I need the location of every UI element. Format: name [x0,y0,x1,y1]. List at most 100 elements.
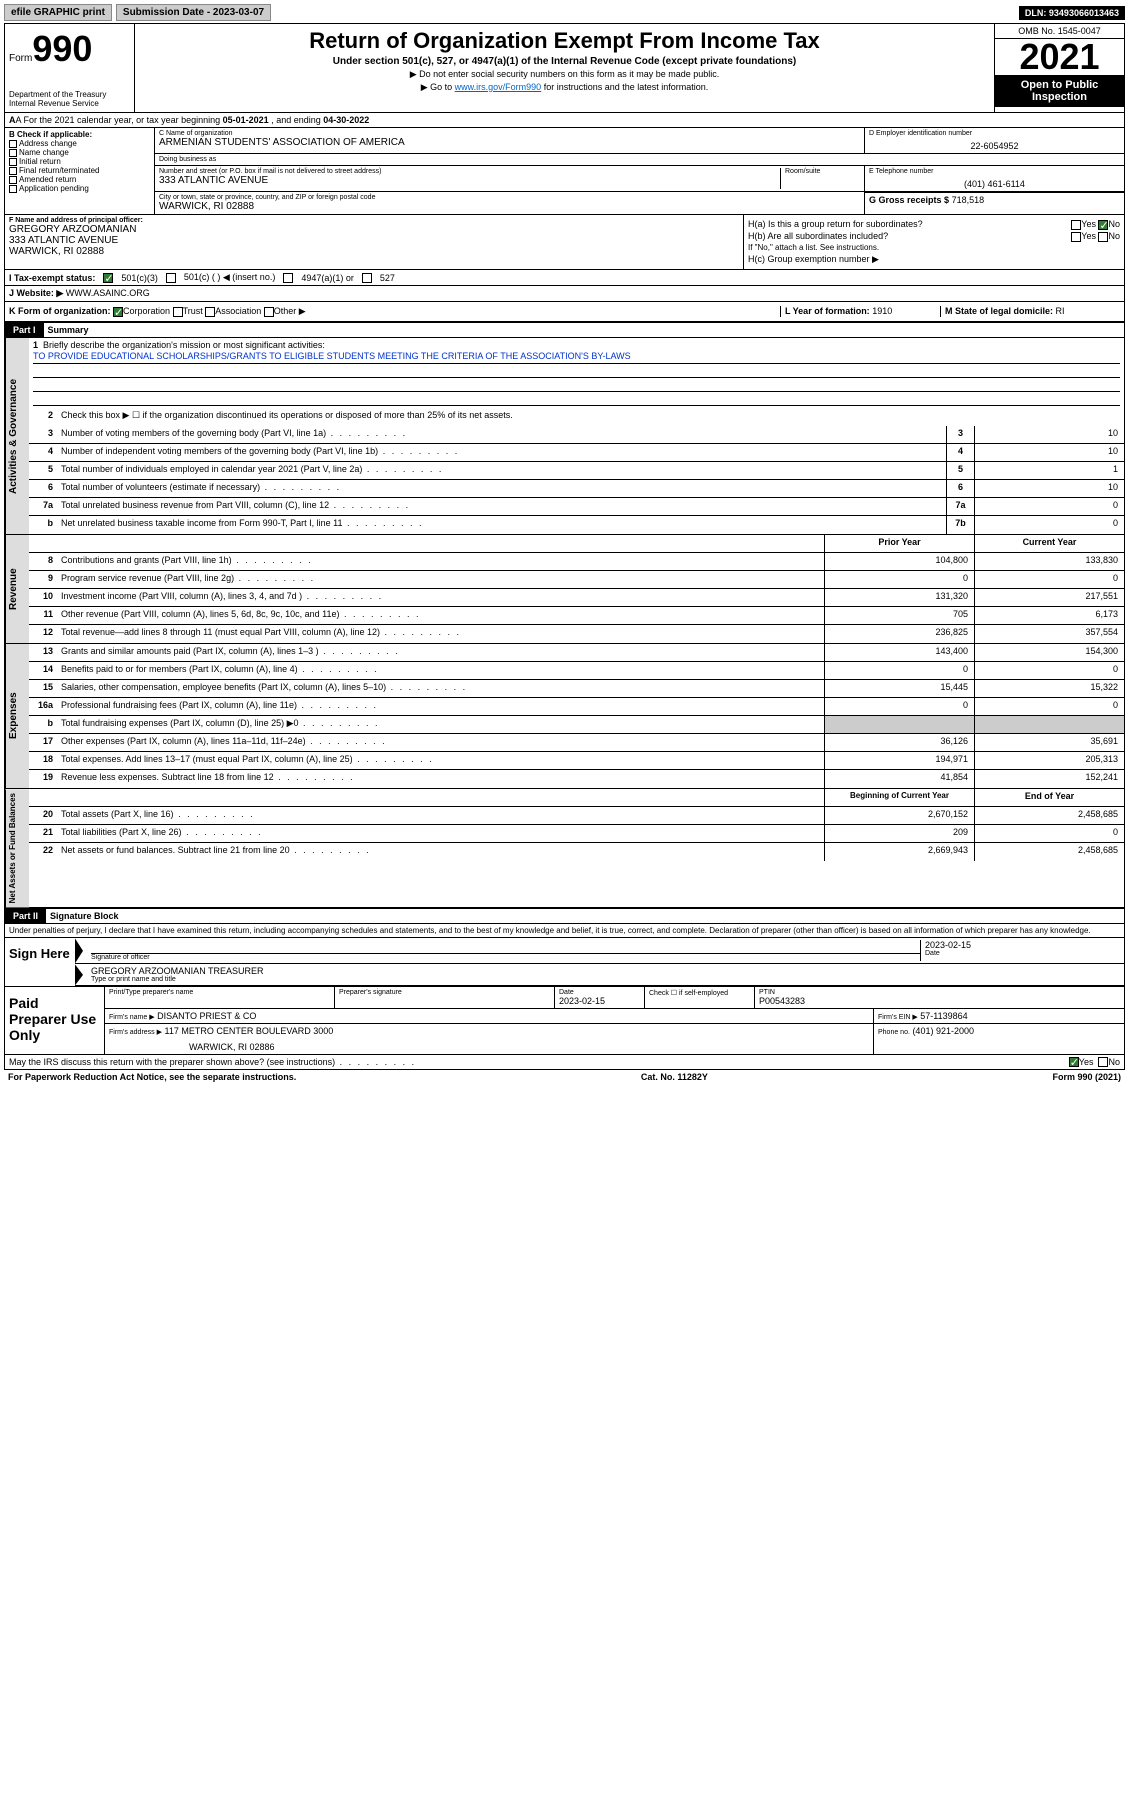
city-label: City or town, state or province, country… [159,194,860,201]
current-value: 2,458,685 [974,807,1124,824]
prior-value: 15,445 [824,680,974,697]
line-text: Revenue less expenses. Subtract line 18 … [57,770,824,788]
prior-value: 104,800 [824,553,974,570]
line-num: 12 [29,625,57,643]
chk-527[interactable] [362,273,372,283]
current-year-hdr: Current Year [974,535,1124,552]
chk-corp[interactable] [113,307,123,317]
current-value: 0 [974,571,1124,588]
line-text: Total liabilities (Part X, line 26) [57,825,824,842]
ha-label: H(a) Is this a group return for subordin… [748,219,923,229]
chk-pending[interactable] [9,185,17,193]
top-toolbar: efile GRAPHIC print Submission Date - 20… [4,4,1125,21]
ha-no[interactable] [1098,220,1108,230]
hb-note: If "No," attach a list. See instructions… [748,243,1120,252]
line-text: Other revenue (Part VIII, column (A), li… [57,607,824,624]
line-value: 1 [974,462,1124,479]
irs-link[interactable]: www.irs.gov/Form990 [455,82,542,92]
prior-value: 0 [824,571,974,588]
line-text: Total revenue—add lines 8 through 11 (mu… [57,625,824,643]
part2-header: Part II [5,909,46,923]
prior-value: 41,854 [824,770,974,788]
line-text: Total unrelated business revenue from Pa… [57,498,946,515]
line-text: Benefits paid to or for members (Part IX… [57,662,824,679]
firm-name-label: Firm's name ▶ [109,1014,155,1021]
firm-ein-label: Firm's EIN ▶ [878,1014,918,1021]
discuss-question: May the IRS discuss this return with the… [9,1057,1069,1067]
discuss-yes[interactable] [1069,1057,1079,1067]
line-text: Professional fundraising fees (Part IX, … [57,698,824,715]
i-label: I Tax-exempt status: [9,273,95,283]
current-value: 0 [974,698,1124,715]
chk-final-return[interactable] [9,167,17,175]
chk-assoc[interactable] [205,307,215,317]
prior-value: 2,670,152 [824,807,974,824]
phone-value: (401) 461-6114 [869,179,1120,189]
line-value: 10 [974,444,1124,461]
efile-button[interactable]: efile GRAPHIC print [4,4,112,21]
vtab-expenses: Expenses [5,644,29,788]
chk-amended[interactable] [9,176,17,184]
gross-receipts-value: 718,518 [952,195,985,205]
goto-note: ▶ Go to www.irs.gov/Form990 for instruct… [139,82,990,93]
officer-addr2: WARWICK, RI 02888 [9,246,739,257]
vtab-governance: Activities & Governance [5,338,29,534]
dept-label: Department of the Treasury Internal Reve… [9,90,130,108]
hb-yes[interactable] [1071,232,1081,242]
firm-addr-label: Firm's address ▶ [109,1029,162,1036]
line-text: Total number of individuals employed in … [57,462,946,479]
tax-year: 2021 [995,39,1124,75]
j-label: J Website: ▶ [9,288,63,298]
city-value: WARWICK, RI 02888 [159,201,860,212]
addr-label: Number and street (or P.O. box if mail i… [159,168,780,175]
chk-other[interactable] [264,307,274,317]
line-num: 15 [29,680,57,697]
mission-text: TO PROVIDE EDUCATIONAL SCHOLARSHIPS/GRAN… [33,350,1120,364]
line-text: Total number of volunteers (estimate if … [57,480,946,497]
prep-sig-label: Preparer's signature [339,989,550,996]
line-num: 4 [29,444,57,461]
vtab-revenue: Revenue [5,535,29,643]
firm-ein: 57-1139864 [920,1011,967,1021]
line-num: b [29,716,57,733]
cat-number: Cat. No. 11282Y [641,1072,708,1082]
current-value: 35,691 [974,734,1124,751]
prior-value: 0 [824,698,974,715]
chk-4947[interactable] [283,273,293,283]
chk-501c3[interactable] [103,273,113,283]
prep-date: 2023-02-15 [559,996,640,1006]
line-num: 17 [29,734,57,751]
ptin-label: PTIN [759,989,1120,996]
l-value: 1910 [872,306,892,316]
self-emp-label: Check ☐ if self-employed [649,989,750,997]
chk-initial-return[interactable] [9,158,17,166]
line-box: 3 [946,426,974,443]
org-name-label: C Name of organization [159,130,860,137]
line-box: 4 [946,444,974,461]
chk-name-change[interactable] [9,149,17,157]
form-number: Form990 [9,28,130,70]
discuss-no[interactable] [1098,1057,1108,1067]
chk-501c[interactable] [166,273,176,283]
line-box: 7a [946,498,974,515]
current-value: 6,173 [974,607,1124,624]
sig-date-label: Date [925,950,1120,957]
officer-sig-name: GREGORY ARZOOMANIAN TREASURER [91,966,1120,976]
line-num: 5 [29,462,57,479]
hb-no[interactable] [1098,232,1108,242]
chk-trust[interactable] [173,307,183,317]
room-label: Room/suite [785,168,860,175]
perjury-declaration: Under penalties of perjury, I declare th… [5,924,1124,937]
line-num: 8 [29,553,57,570]
firm-addr1: 117 METRO CENTER BOULEVARD 3000 [165,1026,334,1036]
ein-value: 22-6054952 [869,141,1120,151]
phone-label: E Telephone number [869,168,1120,175]
q2-num: 2 [29,408,57,426]
street-address: 333 ATLANTIC AVENUE [159,175,780,186]
ssn-note: ▶ Do not enter social security numbers o… [139,69,990,80]
line-text: Investment income (Part VIII, column (A)… [57,589,824,606]
chk-address-change[interactable] [9,140,17,148]
ha-yes[interactable] [1071,220,1081,230]
prior-value: 194,971 [824,752,974,769]
form-subtitle: Under section 501(c), 527, or 4947(a)(1)… [139,56,990,67]
